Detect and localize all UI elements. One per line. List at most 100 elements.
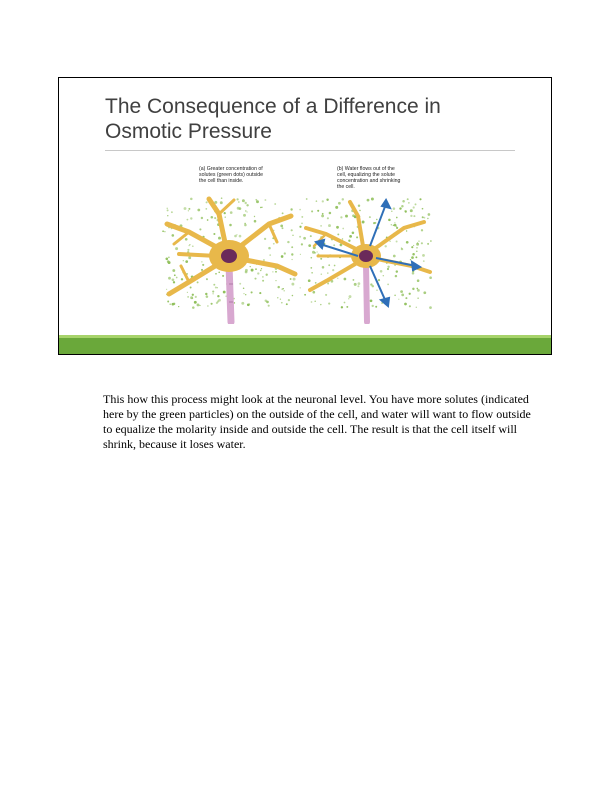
solute-dot [418,240,420,242]
solute-dot [429,306,432,309]
solute-dot [357,282,361,285]
solute-dot [262,276,264,278]
solute-dot [188,244,190,247]
solute-dot [357,204,361,208]
solute-dot [234,234,237,238]
solute-dot [205,295,209,298]
solute-dot [392,207,396,210]
solute-dot [255,198,258,201]
solute-dot [340,306,344,309]
solute-dot [216,287,218,289]
solute-dot [392,254,396,258]
solute-dot [310,267,313,269]
solute-dot [236,234,238,236]
solute-dot [326,217,329,220]
solute-dot [264,199,267,201]
solute-dot [187,248,190,251]
solute-dot [392,224,395,227]
solute-dot [299,208,301,211]
solute-dot [246,211,248,213]
solute-dot [189,286,192,289]
solute-dot [379,270,383,273]
solute-dot [218,271,220,274]
solute-dot [317,209,320,212]
solute-dot [415,306,417,308]
solute-dot [320,225,322,227]
solute-dot [215,272,217,275]
solute-dot [349,235,352,238]
solute-dot [223,211,226,215]
solute-dot [253,215,256,218]
solute-dot [396,226,399,229]
solute-dot [186,218,189,221]
solute-dot [411,246,414,249]
solute-dot [311,210,314,213]
solute-dot [196,303,200,307]
solute-dot [224,216,226,218]
title-divider [105,150,515,151]
solute-dot [341,238,344,240]
solute-dot [254,277,257,280]
solute-dot [237,201,240,203]
solute-dot [337,277,339,279]
solute-dot [369,299,373,303]
solute-dot [290,208,293,211]
solute-dot [415,250,418,253]
solute-dot [166,260,170,263]
solute-dot [307,279,311,283]
solute-dot [371,284,375,288]
solute-dot [299,225,302,228]
solute-dot [303,236,306,240]
solute-dot [299,253,301,255]
solute-dot [361,220,365,224]
solute-dot [281,227,284,230]
solute-dot [375,305,378,308]
solute-dot [287,298,291,302]
solute-dot [185,260,189,263]
solute-dot [399,207,402,210]
solute-dot [165,257,169,261]
solute-dot [314,251,316,254]
slide-title: The Consequence of a Difference in Osmot… [105,94,441,144]
solute-dot [345,214,348,218]
solute-dot [250,268,254,272]
solute-dot [241,199,245,203]
solute-dot [388,218,391,222]
solute-dot [314,300,316,302]
solute-dot [214,286,217,289]
solute-dot [301,215,304,218]
solute-dot [409,209,413,213]
solute-dot [277,297,279,299]
solute-dot [405,230,408,232]
speaker-notes: This how this process might look at the … [103,392,531,451]
solute-dot [376,289,378,292]
solute-dot [167,215,169,217]
solute-dot [395,216,398,219]
solute-dot [343,301,346,304]
solute-dot [236,198,239,201]
solute-dot [368,216,371,219]
solute-dot [423,291,427,295]
solute-dot [371,304,374,308]
solute-dot [212,290,215,293]
solute-dot [417,297,419,299]
solute-dot [316,251,318,253]
solute-dot [398,298,400,300]
solute-dot [308,244,312,247]
solute-dot [244,270,248,274]
solute-dot [312,290,316,294]
solute-dot [233,302,236,304]
solute-dot [168,256,170,259]
solute-dot [239,282,242,285]
solute-dot [283,290,285,292]
solute-dot [421,216,424,219]
solute-dot [394,294,396,297]
solute-dot [359,209,361,212]
solute-dot [409,258,412,261]
solute-dot [225,295,227,297]
solute-dot [405,240,409,244]
solute-dot [327,272,329,274]
solute-dot [255,268,257,270]
solute-dot [212,293,214,295]
solute-dot [419,198,422,201]
